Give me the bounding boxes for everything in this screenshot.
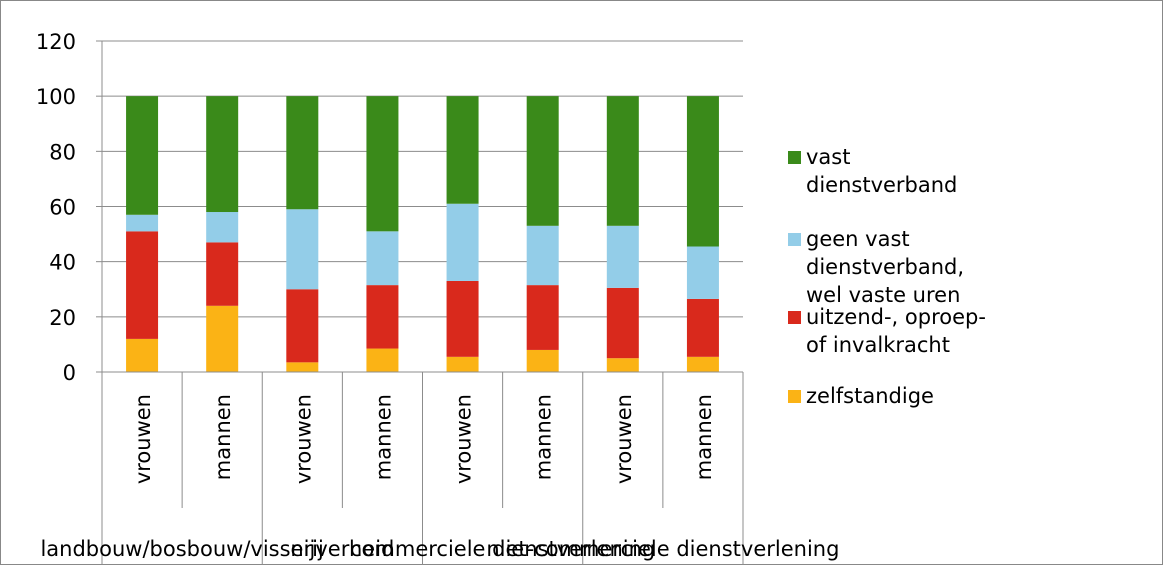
bar-segment <box>366 348 399 372</box>
bar-segment <box>686 246 719 299</box>
x-tick-label: vrouwen <box>452 394 476 484</box>
bar-segment <box>126 96 159 215</box>
bar-segment <box>206 242 239 306</box>
bar-segment <box>446 203 479 281</box>
bar-segment <box>606 96 639 226</box>
bar-segment <box>286 362 319 372</box>
x-tick-label: vrouwen <box>291 394 315 484</box>
bar-segment <box>126 338 159 372</box>
group-label: commerciele dienstverlening <box>350 537 655 561</box>
x-tick-label: mannen <box>532 394 556 480</box>
legend-swatch <box>788 233 801 246</box>
legend-item: zelfstandige <box>788 382 1158 410</box>
bar-segment <box>206 305 239 372</box>
legend-label: vast dienstverband <box>806 145 958 197</box>
bar-segment <box>526 96 559 226</box>
legend-label: geen vast dienstverband, wel vaste uren <box>806 227 965 307</box>
bar-segment <box>606 287 639 359</box>
legend-item: geen vast dienstverband, wel vaste uren <box>788 225 1158 309</box>
legend-label: uitzend-, oproep- of invalkracht <box>806 305 986 357</box>
group-label: niet-commerciele dienstverlening <box>486 537 839 561</box>
bar-segment <box>286 289 319 363</box>
bar-segment <box>606 358 639 372</box>
x-tick-label: vrouwen <box>612 394 636 484</box>
y-tick-label: 40 <box>49 251 76 275</box>
bar-segment <box>446 356 479 372</box>
legend-item: vast dienstverband <box>788 143 1158 199</box>
group-label: landbouw/bosbouw/visserij <box>40 537 323 561</box>
bar-segment <box>686 298 719 357</box>
legend-label: zelfstandige <box>806 384 934 408</box>
x-tick-label: mannen <box>371 394 395 480</box>
y-tick-label: 0 <box>63 361 76 385</box>
bar-segment <box>206 96 239 213</box>
bar-segment <box>366 231 399 286</box>
bar-segment <box>126 231 159 339</box>
legend-swatch <box>788 390 801 403</box>
bar-segment <box>446 96 479 204</box>
bar-segment <box>686 356 719 372</box>
bar-segment <box>366 285 399 349</box>
y-tick-label: 120 <box>36 30 76 54</box>
bar-segment <box>206 212 239 243</box>
legend-swatch <box>788 151 801 164</box>
y-tick-label: 20 <box>49 306 76 330</box>
y-tick-label: 80 <box>49 140 76 164</box>
group-label: nijverheid <box>290 537 394 561</box>
legend-item: uitzend-, oproep- of invalkracht <box>788 303 1158 359</box>
x-tick-label: mannen <box>692 394 716 480</box>
legend-swatch <box>788 311 801 324</box>
bar-segment <box>526 349 559 372</box>
bar-segment <box>286 96 319 210</box>
bar-segment <box>446 280 479 357</box>
x-tick-label: vrouwen <box>131 394 155 484</box>
bar-segment <box>606 225 639 288</box>
y-tick-label: 60 <box>49 196 76 220</box>
bar-segment <box>526 225 559 286</box>
bar-segment <box>366 96 399 232</box>
bar-segment <box>526 285 559 350</box>
bar-segment <box>126 214 159 232</box>
x-tick-label: mannen <box>211 394 235 480</box>
bar-segment <box>686 96 719 247</box>
bar-segment <box>286 209 319 290</box>
y-tick-label: 100 <box>36 85 76 109</box>
